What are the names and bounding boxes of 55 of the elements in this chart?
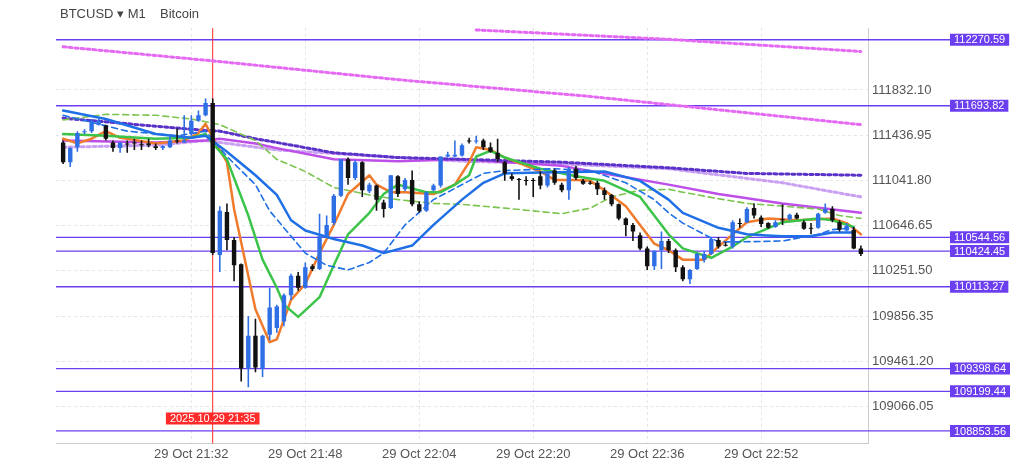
line-series xyxy=(62,113,862,220)
candlestick xyxy=(588,180,593,186)
ref-line-label: 112270.59 xyxy=(954,33,1006,46)
y-tick-label: 110646.65 xyxy=(872,217,933,233)
candlestick xyxy=(75,130,80,153)
ref-line-label: 2025.10.29 21:35 xyxy=(169,411,256,424)
candlestick xyxy=(68,146,73,168)
x-tick-label: 29 Oct 22:20 xyxy=(496,445,571,461)
candlestick xyxy=(345,156,351,186)
ref-line-label: 110113.27 xyxy=(954,280,1005,293)
x-tick-label: 29 Oct 22:36 xyxy=(609,445,685,461)
candlestick xyxy=(60,139,66,165)
x-tick-label: 29 Oct 21:48 xyxy=(268,445,343,461)
candlestick xyxy=(395,174,401,198)
ref-line-label: 109199.44 xyxy=(954,384,1006,397)
candlestick xyxy=(780,203,785,226)
candlestick xyxy=(659,230,664,270)
candlestick xyxy=(495,137,500,163)
candlestick xyxy=(189,114,194,137)
candlestick xyxy=(737,217,742,229)
candlestick xyxy=(374,183,379,212)
y-tick-label: 111436.95 xyxy=(872,126,932,142)
x-tick-label: 29 Oct 22:52 xyxy=(723,445,799,461)
candlestick xyxy=(531,177,536,198)
y-tick-label: 111041.80 xyxy=(872,172,932,187)
ref-line-label: 108853.56 xyxy=(954,424,1006,437)
candlestick xyxy=(673,247,678,273)
chart-title: BTCUSD ▾ M1 xyxy=(60,6,146,21)
candlestick xyxy=(523,175,529,187)
x-tick-label: 29 Oct 21:32 xyxy=(154,445,229,461)
candlestick xyxy=(474,135,479,145)
y-tick-label: 111832.10 xyxy=(872,81,932,97)
line-series xyxy=(61,45,863,127)
x-tick-label: 29 Oct 22:04 xyxy=(382,445,457,461)
ref-line-label: 110424.45 xyxy=(954,244,1006,257)
candlestick xyxy=(424,190,429,213)
y-tick-label: 109066.05 xyxy=(872,398,934,414)
candlestick xyxy=(808,222,814,236)
candlestick xyxy=(303,261,308,290)
line-series xyxy=(61,116,863,177)
candlestick xyxy=(352,159,358,181)
candlestick xyxy=(516,177,522,201)
candlestick xyxy=(644,245,650,271)
candlestick xyxy=(125,139,130,154)
candlestick xyxy=(652,249,657,271)
candlestick xyxy=(174,127,180,145)
ref-line-label: 111693.82 xyxy=(954,99,1005,112)
candlestick xyxy=(324,214,329,238)
y-tick-label: 110251.50 xyxy=(872,262,933,278)
ref-line-label: 110544.56 xyxy=(954,230,1006,243)
ref-line-label: 109398.64 xyxy=(954,362,1006,375)
chart-subtitle: Bitcoin xyxy=(160,6,200,21)
candlestick xyxy=(623,216,629,238)
y-tick-label: 109461.20 xyxy=(872,352,934,368)
y-tick-label: 109856.35 xyxy=(872,307,934,323)
